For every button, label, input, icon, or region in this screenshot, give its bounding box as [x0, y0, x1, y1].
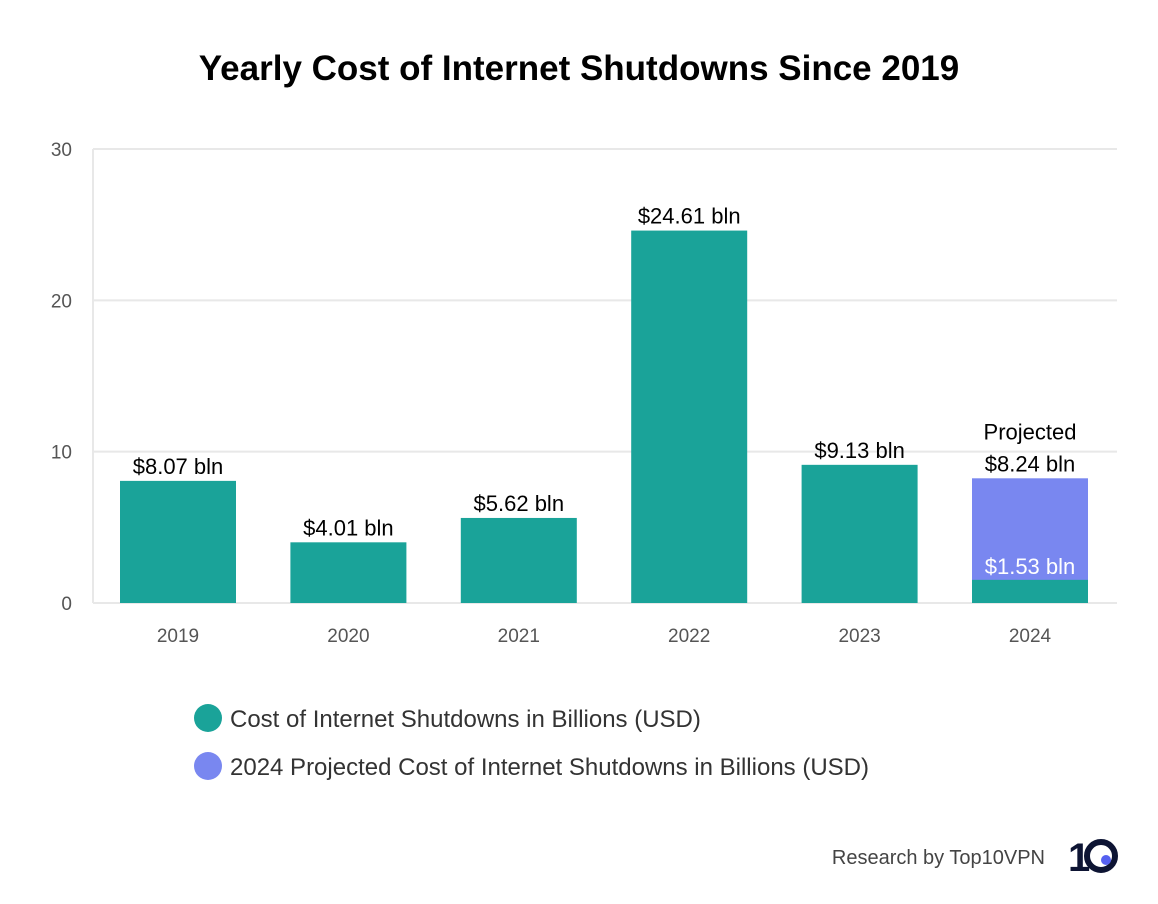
y-tick-label: 10 — [51, 443, 72, 464]
data-label: $24.61 bln — [638, 204, 741, 229]
legend-swatch — [194, 704, 222, 732]
y-tick-label: 0 — [61, 594, 72, 615]
legend-label: Cost of Internet Shutdowns in Billions (… — [230, 706, 701, 733]
legend-label: 2024 Projected Cost of Internet Shutdown… — [230, 754, 869, 781]
legend: Cost of Internet Shutdowns in Billions (… — [194, 704, 869, 781]
x-tick-label: 2021 — [498, 626, 540, 647]
gridlines — [92, 148, 1117, 604]
x-tick-label: 2022 — [668, 626, 710, 647]
bar-2020 — [290, 542, 407, 603]
data-label: $4.01 bln — [303, 515, 394, 540]
top10vpn-logo: 1 — [1068, 836, 1118, 880]
data-label: $9.13 bln — [814, 438, 905, 463]
bar-2021 — [460, 517, 577, 603]
bar-2024 — [972, 579, 1088, 603]
projected-label: Projected — [984, 419, 1077, 444]
bar-2022 — [631, 230, 748, 603]
y-axis: 0 10 20 30 — [51, 140, 72, 615]
legend-swatch — [194, 752, 222, 780]
data-label: $5.62 bln — [474, 491, 565, 516]
chart-title: Yearly Cost of Internet Shutdowns Since … — [199, 49, 959, 88]
x-axis: 2019 2020 2021 2022 2023 2024 — [157, 626, 1052, 647]
data-label: $8.24 bln — [985, 451, 1076, 476]
bars: $8.07 bln $4.01 bln $5.62 bln $24.61 bln $9.… — [120, 204, 1088, 603]
bar-2023 — [801, 464, 918, 603]
y-tick-label: 20 — [51, 291, 72, 312]
y-tick-label: 30 — [51, 140, 72, 161]
x-tick-label: 2023 — [838, 626, 880, 647]
data-label: $8.07 bln — [133, 454, 224, 479]
x-tick-label: 2020 — [327, 626, 369, 647]
bar-2019 — [120, 480, 236, 603]
x-tick-label: 2024 — [1009, 626, 1052, 647]
x-tick-label: 2019 — [157, 626, 199, 647]
data-label-inner: $1.53 bln — [985, 554, 1076, 579]
credit-text: Research by Top10VPN — [832, 847, 1045, 869]
